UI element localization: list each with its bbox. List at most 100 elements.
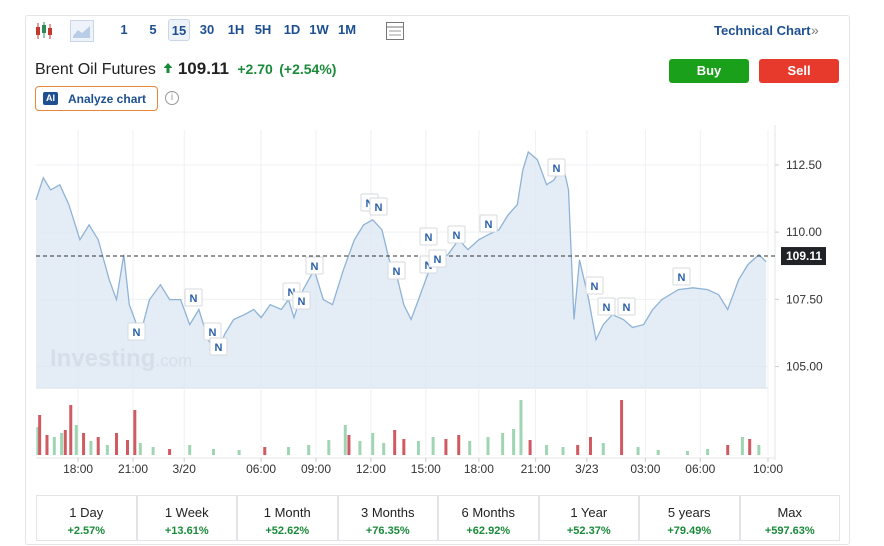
period-cell[interactable]: 3 Months +76.35% (337, 495, 438, 541)
volume-bar (402, 439, 406, 455)
interval-button[interactable]: 1H (227, 22, 245, 37)
interval-button[interactable]: 1M (337, 22, 357, 37)
y-tick-label: 107.50 (786, 292, 823, 306)
volume-bar (327, 440, 331, 455)
period-cell[interactable]: Max +597.63% (739, 495, 840, 541)
y-tick-label: 110.00 (786, 225, 822, 239)
volume-bar (38, 415, 42, 455)
volume-bar (188, 445, 192, 455)
x-tick-label: 10:00 (753, 462, 783, 476)
candle-icon[interactable] (34, 20, 54, 42)
volume-bar (96, 437, 100, 455)
volume-bar (138, 443, 142, 455)
x-tick-label: 3/20 (173, 462, 197, 476)
volume-bar (60, 433, 64, 455)
table-icon[interactable] (384, 20, 406, 42)
analyze-label: Analyze chart (68, 92, 147, 106)
volume-bar (501, 433, 505, 455)
news-marker-label: N (298, 296, 306, 308)
interval-button[interactable]: 1D (283, 22, 301, 37)
instrument-header: Brent Oil Futures 109.11 +2.70 (+2.54%) (35, 59, 336, 79)
volume-bar (757, 445, 761, 455)
period-cell[interactable]: 5 years +79.49% (639, 495, 740, 541)
news-marker (672, 267, 691, 286)
analyze-button[interactable]: AI Analyze chart (35, 86, 158, 111)
news-marker (209, 337, 228, 356)
volume-bar (371, 433, 375, 455)
period-name: 1 Month (263, 505, 311, 520)
card (25, 15, 850, 545)
volume-bar (74, 425, 78, 455)
volume-bar (115, 433, 119, 455)
interval-button[interactable]: 30 (199, 22, 215, 37)
buy-button[interactable]: Buy (669, 59, 749, 83)
news-marker (127, 322, 146, 341)
volume-bar (620, 400, 624, 455)
x-tick-label: 18:00 (464, 462, 494, 476)
more-arrow[interactable]: » (811, 22, 819, 38)
volume-bar (347, 435, 351, 455)
volume-bar (287, 447, 291, 455)
news-marker (305, 256, 324, 275)
chart: 18:00 21:00 3/20 06:00 09:00 12:00 15:00 18:00 2… (35, 125, 826, 476)
volume-bar (45, 435, 49, 455)
period-name: 1 Year (570, 505, 608, 520)
period-cell[interactable]: 1 Month +52.62% (237, 495, 338, 541)
volume-bar (706, 449, 710, 455)
period-change: +2.57% (67, 525, 106, 537)
news-marker-label: N (434, 254, 442, 266)
news-marker-label: N (133, 327, 141, 339)
volume-bar (748, 439, 752, 455)
period-name: 1 Day (69, 505, 104, 520)
news-marker-label: N (215, 342, 223, 354)
price-change-percent: (+2.54%) (279, 61, 337, 77)
period-cell[interactable]: 1 Week +13.61% (136, 495, 237, 541)
x-tick-label: 06:00 (246, 462, 276, 476)
interval-button[interactable]: 15 (168, 19, 190, 41)
sell-button[interactable]: Sell (759, 59, 839, 83)
volume-bar (237, 450, 241, 455)
news-marker (585, 276, 604, 295)
news-marker (387, 261, 406, 280)
volume-bar (457, 435, 461, 455)
news-marker-label: N (485, 219, 493, 231)
x-tick-label: 3/23 (575, 462, 599, 476)
period-cell[interactable]: 1 Year +52.37% (538, 495, 639, 541)
volume-bar (105, 445, 109, 455)
volume-bar (52, 437, 56, 455)
interval-button[interactable]: 5H (254, 22, 272, 37)
area-icon[interactable] (70, 20, 94, 42)
period-cell[interactable]: 1 Day +2.57% (36, 495, 137, 541)
volume-bar (168, 449, 172, 455)
volume-bar (133, 410, 137, 455)
volume-bar (431, 437, 435, 455)
price-change: +2.70 (237, 61, 273, 77)
interval-button[interactable]: 1W (309, 22, 329, 37)
volume-bar (468, 441, 472, 455)
interval-button[interactable]: 1 (120, 22, 128, 37)
interval-button[interactable]: 5 (149, 22, 157, 37)
volume-bar (512, 429, 516, 455)
volume-bar (561, 447, 565, 455)
period-change: +76.35% (365, 525, 410, 537)
period-name: 1 Week (164, 505, 209, 520)
volume-bar (528, 440, 532, 455)
news-marker (428, 249, 447, 268)
x-tick-label: 15:00 (411, 462, 441, 476)
news-marker (597, 297, 616, 316)
news-marker (479, 214, 498, 233)
x-tick-label: 03:00 (630, 462, 660, 476)
news-marker (369, 197, 388, 216)
volume-bar (656, 450, 660, 455)
volume-bar (545, 445, 549, 455)
period-cell[interactable]: 6 Months +62.92% (438, 495, 539, 541)
period-name: Max (777, 505, 803, 520)
volume-bar (685, 451, 689, 455)
technical-chart-link[interactable]: Technical Chart (714, 23, 811, 38)
news-marker (547, 158, 566, 177)
volume-bar (358, 441, 362, 455)
volume-bar (444, 439, 448, 455)
y-tick-label: 105.00 (786, 360, 823, 374)
info-icon[interactable]: i (165, 91, 179, 105)
